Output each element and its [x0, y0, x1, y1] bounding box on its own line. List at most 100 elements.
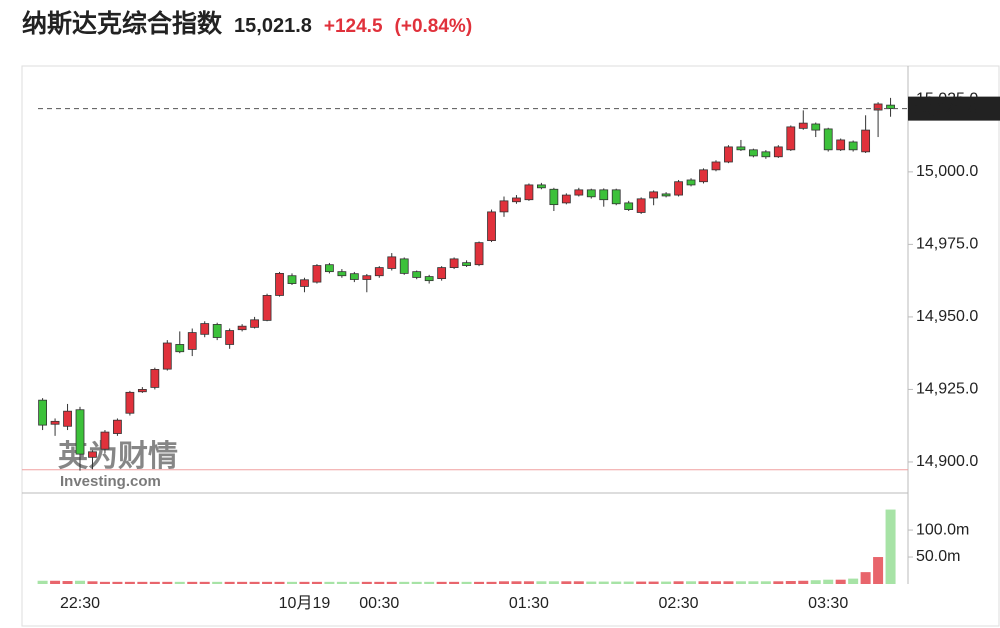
volume-bar [611, 581, 622, 584]
volume-bar [823, 579, 834, 584]
candle-body [100, 431, 110, 450]
volume-bar [124, 581, 135, 584]
volume-bar [424, 581, 435, 584]
candle-body [275, 272, 284, 296]
candle-body [524, 184, 534, 201]
candle-body [175, 344, 185, 353]
volume-bar [798, 580, 809, 584]
volume-bar [274, 581, 285, 584]
volume-bar [710, 581, 721, 584]
x-tick-label: 00:30 [359, 595, 399, 612]
candle-body [786, 126, 796, 151]
y-tick-label: 14,975.0 [916, 236, 978, 253]
volume-bar [37, 580, 48, 584]
volume-bar [486, 581, 497, 584]
frame [21, 65, 1000, 627]
candle-body [487, 211, 496, 242]
candle-body [300, 279, 309, 287]
volume-bar [735, 581, 746, 584]
volume-bar [99, 581, 110, 584]
volume-bar [785, 581, 796, 584]
candle-body [537, 184, 546, 189]
volume-bar [287, 581, 297, 584]
candle-body [823, 128, 833, 151]
volume-bar [187, 581, 198, 584]
last-price-label: 15,021.8 [914, 101, 976, 118]
volume-bar [374, 581, 385, 584]
volume-bar [249, 581, 260, 584]
volume-bar [461, 581, 472, 584]
candle-body [724, 146, 733, 163]
volume-bar [873, 557, 884, 584]
candle-body [262, 295, 272, 321]
candle-body [337, 271, 347, 277]
candle-body [886, 104, 895, 110]
candle-body [574, 189, 584, 196]
price: 15,021.8 [234, 15, 312, 37]
volume-bar [561, 581, 572, 584]
volume-bar [112, 581, 123, 584]
candle-body [162, 342, 172, 370]
candle-body [599, 189, 609, 201]
candle-body [312, 265, 322, 283]
candle-body [200, 323, 210, 335]
volume-bar [860, 572, 871, 584]
volume-bar [137, 581, 148, 584]
candle-body [113, 419, 122, 434]
candle-body [499, 200, 509, 213]
volume-bar [75, 580, 86, 584]
candle-body [699, 169, 708, 183]
candle-body [611, 189, 621, 205]
volume-bar [511, 581, 522, 584]
header: 纳斯达克综合指数 15,021.8 +124.5 (+0.84%) [22, 4, 472, 48]
volume-bar [573, 581, 584, 584]
volume-bar [536, 581, 547, 584]
last-price-badge [908, 96, 1000, 121]
volume-bar [474, 581, 485, 584]
candle-body [362, 275, 372, 280]
volume-bar [636, 581, 647, 584]
volume-bar [50, 580, 61, 584]
volume-bar [586, 581, 597, 584]
candle-body [412, 271, 422, 278]
volume-bar [174, 581, 185, 584]
volume-bar [149, 581, 160, 584]
volume-bar [199, 581, 210, 584]
candle-body [586, 189, 596, 198]
volume-bar [224, 581, 235, 584]
candle-body [125, 391, 135, 414]
volume-bar [623, 581, 634, 584]
candle-body [187, 332, 197, 350]
candle-body [649, 191, 659, 199]
candle-body [549, 188, 559, 206]
volume-tick-label: 100.0m [916, 521, 969, 538]
candle-body [250, 319, 259, 328]
candle-body [212, 324, 222, 338]
candle-body [437, 267, 447, 280]
volume-bar [523, 581, 534, 584]
candle-body [150, 369, 160, 388]
volume-bar [262, 581, 273, 584]
volume-bar [62, 581, 73, 584]
volume-bar [386, 581, 397, 584]
x-tick-label: 03:30 [808, 595, 848, 612]
candle-body [861, 129, 871, 153]
candle-body [38, 399, 47, 426]
volume-bar [661, 581, 672, 584]
candle-body [50, 420, 60, 425]
volume-bar [885, 509, 896, 584]
watermark: Investing.com [60, 473, 161, 490]
candle-body [748, 149, 758, 157]
candle-body [137, 389, 147, 393]
title: 纳斯达克综合指数 [22, 10, 223, 38]
volume-bar [361, 581, 372, 584]
candle-body [674, 181, 683, 196]
volume-bar [548, 581, 559, 584]
candle-body [225, 330, 235, 345]
x-tick-label: 02:30 [659, 595, 699, 612]
volume-bar [237, 581, 248, 584]
candle-body [287, 275, 297, 284]
volume-bar [162, 581, 173, 584]
candle-body [512, 197, 521, 203]
